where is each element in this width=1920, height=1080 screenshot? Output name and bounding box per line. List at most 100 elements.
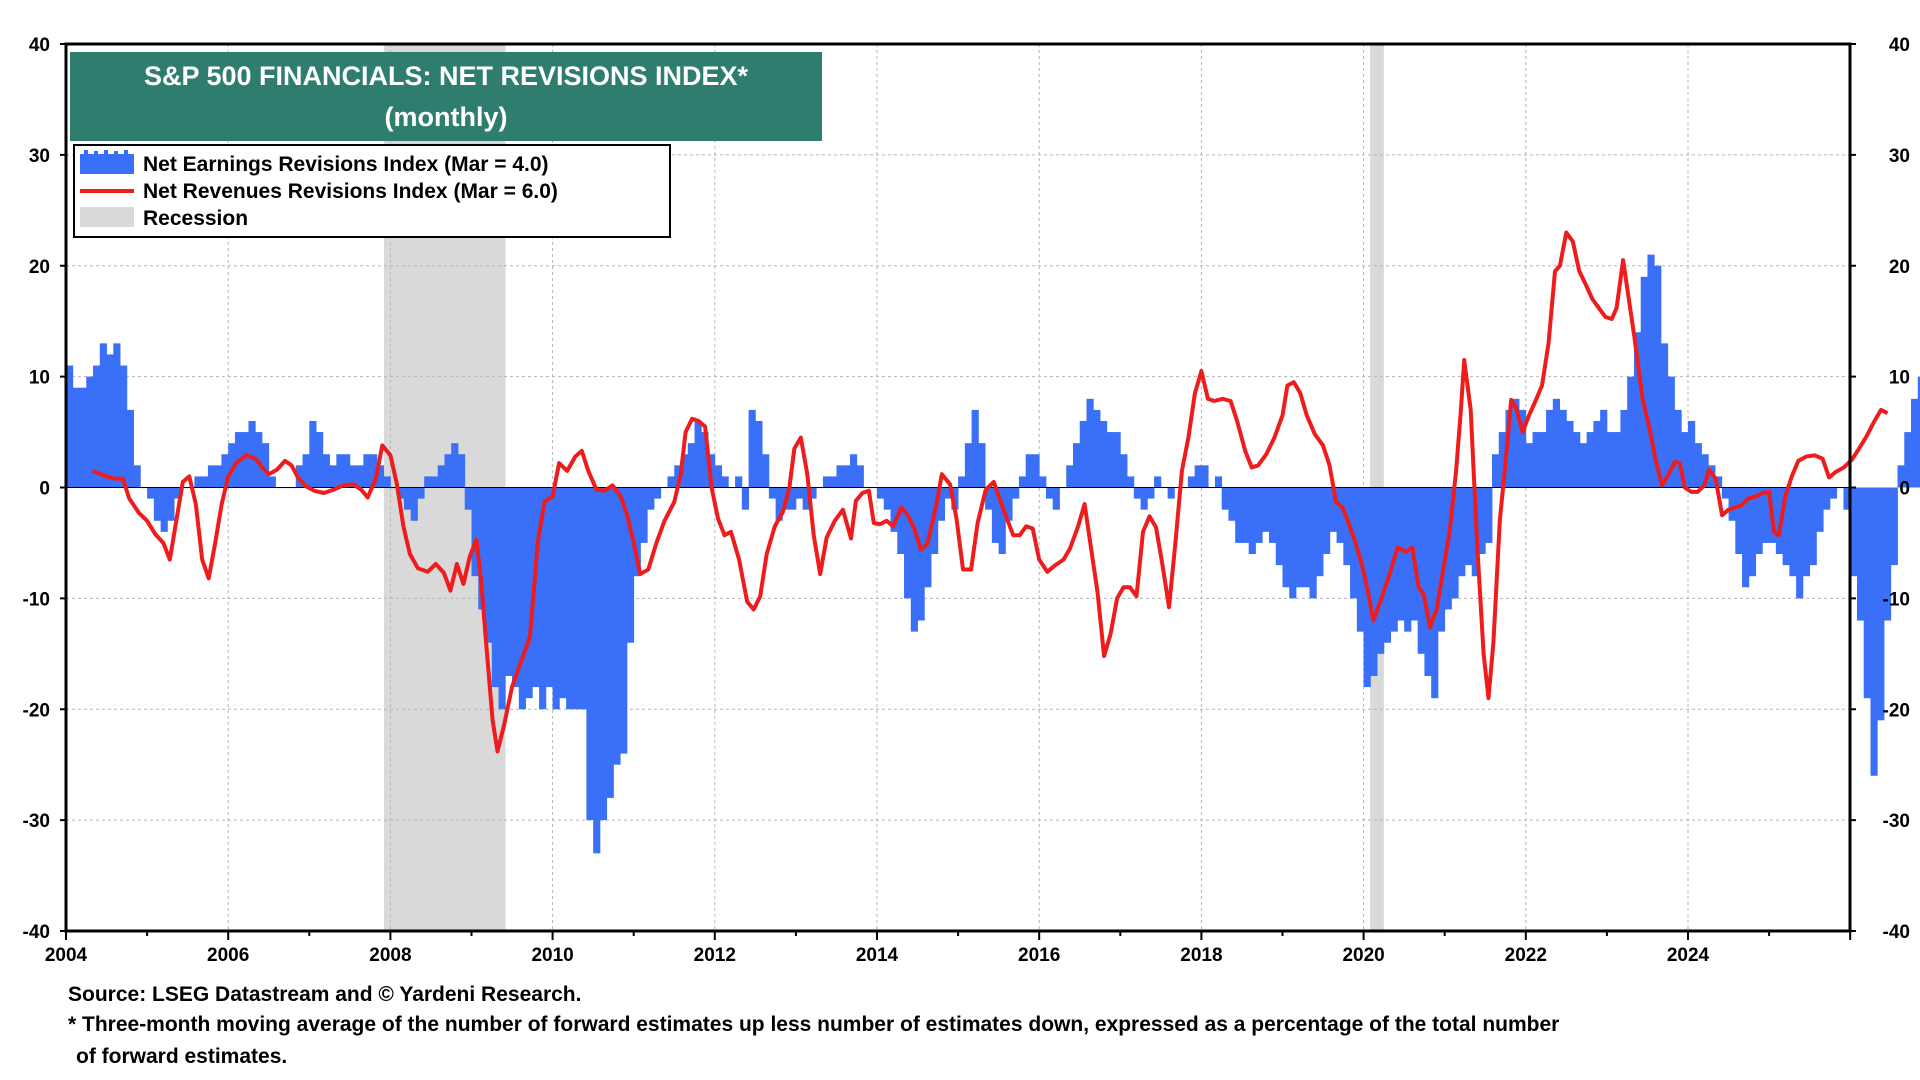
earnings-bar [1681, 432, 1689, 488]
earnings-bar [437, 465, 445, 488]
earnings-bar [1377, 487, 1385, 654]
earnings-bar [376, 465, 385, 488]
earnings-bar [1660, 343, 1669, 488]
earnings-bar [890, 487, 898, 532]
earnings-bar [1458, 487, 1466, 577]
earnings-bar [937, 487, 945, 521]
earnings-bar [1694, 443, 1702, 488]
earnings-bar [1883, 487, 1892, 621]
earnings-bar [1728, 487, 1736, 521]
y-tick-label-left: -20 [23, 700, 50, 721]
earnings-bar [998, 487, 1006, 555]
earnings-bar [1809, 487, 1817, 566]
earnings-bar [741, 487, 749, 510]
earnings-bar [1086, 398, 1094, 488]
x-tick-label: 2012 [694, 945, 736, 966]
earnings-bar [1877, 487, 1885, 721]
earnings-bar [1012, 487, 1020, 499]
earnings-bar [843, 465, 851, 488]
earnings-bar [214, 465, 222, 488]
earnings-bar [478, 487, 486, 610]
earnings-bar [1573, 432, 1581, 488]
earnings-bar [789, 487, 797, 510]
earnings-bar [322, 454, 330, 488]
earnings-bar [106, 354, 114, 488]
earnings-bar [1742, 487, 1750, 588]
earnings-bar [113, 343, 121, 488]
earnings-bar [464, 487, 472, 510]
earnings-bar [316, 432, 324, 488]
earnings-bar [762, 454, 770, 488]
earnings-bar [1512, 398, 1520, 488]
earnings-bar [748, 409, 756, 488]
y-tick-label-right: -40 [1883, 922, 1910, 943]
earnings-bar [383, 476, 391, 488]
footnote-line-2: of forward estimates. [76, 1045, 288, 1068]
earnings-bar [1214, 476, 1223, 488]
earnings-bar [1735, 487, 1743, 555]
earnings-bar [349, 465, 358, 488]
earnings-bar [978, 443, 986, 488]
earnings-bar [795, 487, 804, 499]
earnings-bar [1796, 487, 1804, 599]
earnings-bar [647, 487, 655, 510]
earnings-bar [1221, 487, 1229, 510]
earnings-bar [1228, 487, 1236, 521]
earnings-bar [951, 487, 959, 510]
earnings-bar [343, 454, 351, 488]
earnings-bar [1579, 443, 1588, 488]
earnings-bar [1620, 409, 1628, 488]
earnings-bar [403, 487, 412, 510]
earnings-bar [802, 487, 810, 510]
earnings-bar [174, 487, 182, 499]
earnings-bar [640, 487, 648, 543]
earnings-bar [363, 454, 371, 488]
earnings-bar [971, 409, 979, 488]
earnings-bar [904, 487, 912, 599]
earnings-bar [1235, 487, 1243, 543]
earnings-bar [1275, 487, 1283, 566]
earnings-bar [944, 487, 952, 499]
earnings-bar [417, 487, 425, 499]
earnings-bar [910, 487, 918, 632]
earnings-bar [1005, 487, 1013, 521]
earnings-bar [1106, 432, 1114, 488]
earnings-bar [1039, 476, 1047, 488]
earnings-bar [1370, 487, 1378, 676]
earnings-bar [1127, 476, 1135, 488]
earnings-bar [1566, 420, 1574, 488]
earnings-bar [1241, 487, 1250, 543]
earnings-bar [626, 487, 635, 643]
earnings-bar [991, 487, 1000, 543]
legend-recession-swatch [80, 207, 134, 227]
earnings-bar [958, 476, 966, 488]
earnings-bar [126, 409, 134, 488]
earnings-bar [1323, 487, 1331, 555]
earnings-bar [1025, 454, 1033, 488]
earnings-bar [1397, 487, 1405, 621]
earnings-bar [72, 387, 80, 488]
y-tick-label-left: 40 [29, 35, 50, 56]
earnings-bar [201, 476, 209, 488]
earnings-bar [566, 487, 574, 710]
earnings-bar [755, 420, 763, 488]
y-tick-label-left: 0 [39, 479, 50, 500]
chart-title: S&P 500 FINANCIALS: NET REVISIONS INDEX* [144, 61, 749, 91]
earnings-bar [1546, 409, 1554, 488]
earnings-bar [897, 487, 905, 555]
earnings-bar [498, 487, 506, 710]
earnings-bar [302, 454, 310, 488]
earnings-bar [1897, 465, 1905, 488]
earnings-bar [572, 487, 581, 710]
earnings-bar [1167, 487, 1175, 499]
earnings-bar [518, 487, 526, 710]
earnings-bar [1316, 487, 1324, 577]
earnings-bar [66, 365, 74, 488]
earnings-bar [525, 487, 533, 699]
earnings-bar [620, 487, 628, 754]
earnings-bar [1464, 487, 1473, 566]
earnings-bar [491, 487, 499, 688]
earnings-bar [633, 487, 641, 577]
earnings-bar [248, 420, 256, 488]
earnings-bar [1870, 487, 1878, 776]
